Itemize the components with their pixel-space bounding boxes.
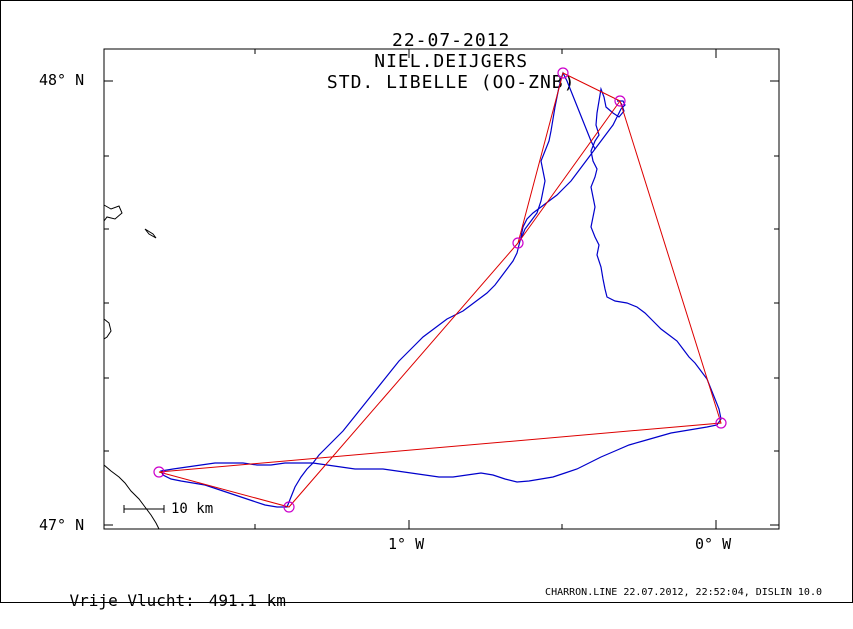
bottom-axis-ticks bbox=[254, 520, 717, 529]
flight-track bbox=[160, 86, 722, 508]
flight-map bbox=[103, 48, 780, 530]
flight-track-north-loop bbox=[520, 71, 596, 240]
left-axis-ticks bbox=[104, 80, 113, 526]
lat-label-bottom: 47° N bbox=[39, 516, 85, 534]
turnpoint-marker bbox=[283, 501, 295, 513]
lat-label-top: 48° N bbox=[39, 71, 85, 89]
turnpoint-marker bbox=[715, 417, 727, 429]
coastline bbox=[103, 204, 160, 530]
pilot-name: NIEL.DEIJGERS bbox=[374, 51, 529, 72]
footer-info: CHARRON.LINE 22.07.2012, 22:52:04, DISLI… bbox=[545, 587, 822, 598]
glider-name: STD. LIBELLE (OO-ZNB) bbox=[326, 72, 576, 93]
map-window: 22-07-2012 NIEL.DEIJGERS STD. LIBELLE (O… bbox=[0, 0, 853, 610]
lon-label-0w: 0° W bbox=[695, 535, 732, 553]
turnpoint-marker bbox=[557, 67, 569, 79]
distance-summary: Vrije Vlucht: 491.1 km bbox=[31, 572, 300, 629]
turnpoint-marker bbox=[614, 95, 626, 107]
scale-bar-label: 10 km bbox=[171, 501, 214, 517]
top-axis-ticks bbox=[254, 49, 717, 58]
right-axis-ticks bbox=[770, 80, 779, 526]
distance-value: 491.1 km bbox=[208, 591, 286, 610]
map-title: 22-07-2012 NIEL.DEIJGERS STD. LIBELLE (O… bbox=[1, 9, 853, 114]
scale-bar bbox=[123, 505, 165, 513]
flight-date: 22-07-2012 bbox=[391, 30, 511, 51]
turnpoint-markers bbox=[153, 67, 727, 513]
lon-label-1w: 1° W bbox=[388, 535, 425, 553]
turnpoint-marker bbox=[512, 237, 524, 249]
plot-frame bbox=[103, 48, 780, 530]
distance-label: Vrije Vlucht: bbox=[69, 591, 195, 610]
task-lines bbox=[158, 72, 722, 508]
turnpoint-marker bbox=[153, 466, 165, 478]
